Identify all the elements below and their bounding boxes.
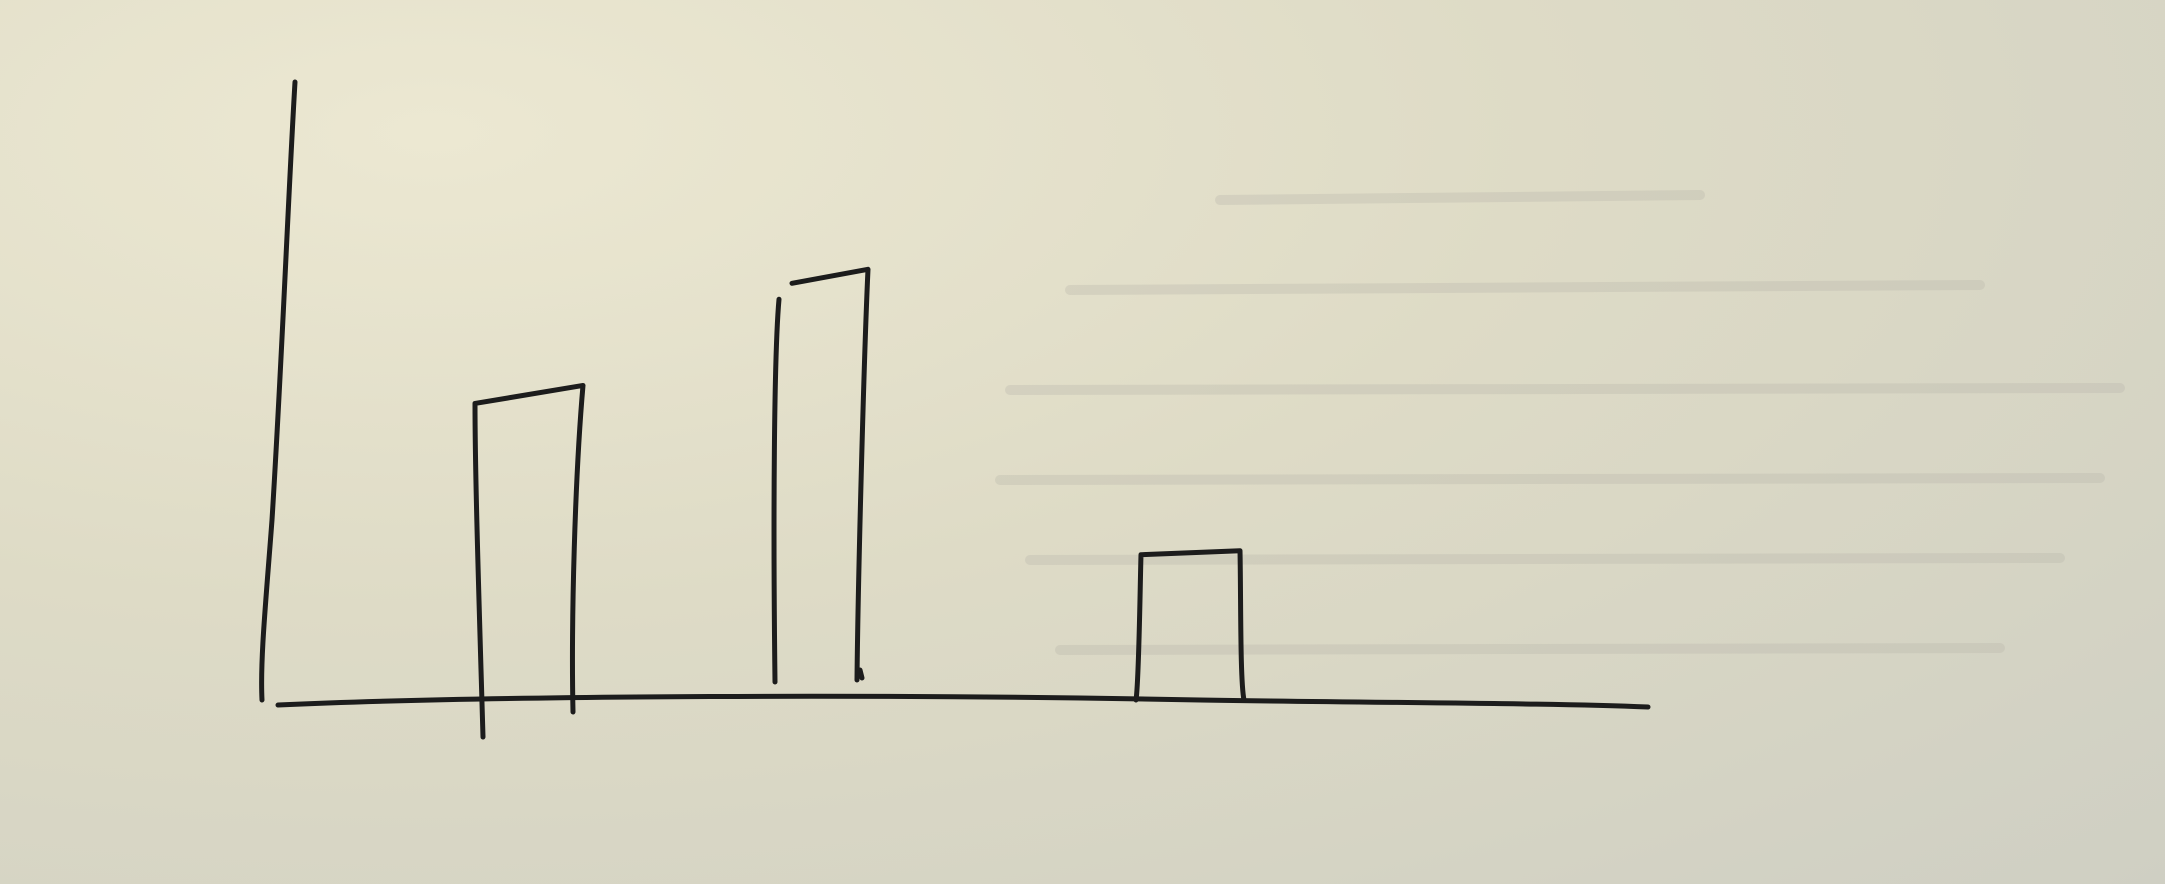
bar-1	[472, 382, 586, 740]
x-axis-line	[275, 693, 1651, 710]
y-axis-line	[259, 79, 298, 703]
bar-2	[771, 266, 871, 685]
paper-bleed-through	[995, 190, 2125, 655]
bar-3	[1133, 548, 1247, 703]
bar-series	[472, 266, 1247, 740]
